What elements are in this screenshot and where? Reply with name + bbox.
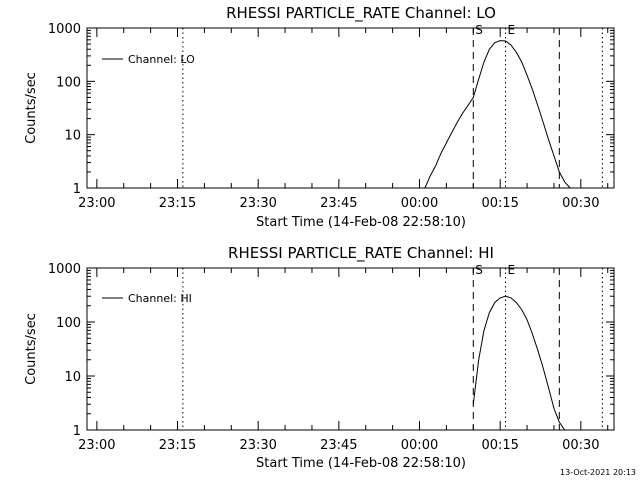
series (472, 295, 566, 431)
x-tick-label: 23:30 (239, 196, 276, 211)
timestamp: 13-Oct-2021 20:13 (560, 468, 636, 477)
x-axis-label: Start Time (14-Feb-08 22:58:10) (256, 215, 466, 230)
y-tick-label: 100 (56, 316, 81, 331)
chart-title: RHESSI PARTICLE_RATE Channel: HI (228, 244, 494, 263)
x-axis-label: Start Time (14-Feb-08 22:58:10) (256, 456, 466, 471)
y-tick-label: 10 (64, 129, 81, 144)
chart-title: RHESSI PARTICLE_RATE Channel: LO (226, 4, 496, 23)
x-tick-label: 23:00 (78, 196, 115, 211)
x-tick-label: 00:15 (481, 438, 518, 453)
y-tick-label: 1 (73, 424, 81, 439)
marker-label: E (508, 23, 516, 37)
y-axis-label: Counts/sec (24, 72, 39, 144)
x-tick-label: 23:00 (78, 438, 115, 453)
x-ticks: 23:00 23:15 23:30 23:45 00:00 00:15 00:30 (78, 28, 609, 211)
x-tick-label: 00:00 (401, 196, 438, 211)
x-tick-label: 00:30 (562, 438, 599, 453)
series-line (472, 295, 566, 431)
x-tick-label: 23:30 (239, 438, 276, 453)
y-ticks: 1 10 100 1000 (48, 22, 614, 197)
y-tick-label: 100 (56, 75, 81, 90)
legend: Channel: HI (102, 292, 192, 305)
y-tick-label: 1000 (48, 262, 81, 277)
x-tick-label: 00:00 (401, 438, 438, 453)
y-ticks: 1 10 100 1000 (48, 262, 614, 439)
x-tick-label: 23:15 (159, 438, 196, 453)
x-tick-label: 00:30 (562, 196, 599, 211)
panel-hi: RHESSI PARTICLE_RATE Channel: HI Counts/… (24, 244, 615, 471)
y-tick-label: 1000 (48, 22, 81, 37)
x-tick-label: 00:15 (481, 196, 518, 211)
series-line (424, 40, 571, 189)
y-tick-label: 1 (73, 182, 81, 197)
x-tick-label: 23:45 (320, 438, 357, 453)
legend-label: Channel: HI (128, 292, 192, 305)
plot-frame (86, 27, 615, 189)
x-tick-label: 23:15 (159, 196, 196, 211)
x-tick-label: 23:45 (320, 196, 357, 211)
marker-label: S (475, 263, 483, 277)
y-tick-label: 10 (64, 370, 81, 385)
panel-lo: RHESSI PARTICLE_RATE Channel: LO Counts/… (24, 4, 615, 230)
plot-frame (86, 267, 615, 431)
series (424, 40, 571, 189)
x-ticks: 23:00 23:15 23:30 23:45 00:00 00:15 00:30 (78, 268, 609, 453)
marker-label: E (508, 263, 516, 277)
legend: Channel: LO (102, 53, 195, 66)
legend-label: Channel: LO (128, 53, 195, 66)
marker-label: S (475, 23, 483, 37)
y-axis-label: Counts/sec (24, 313, 39, 385)
